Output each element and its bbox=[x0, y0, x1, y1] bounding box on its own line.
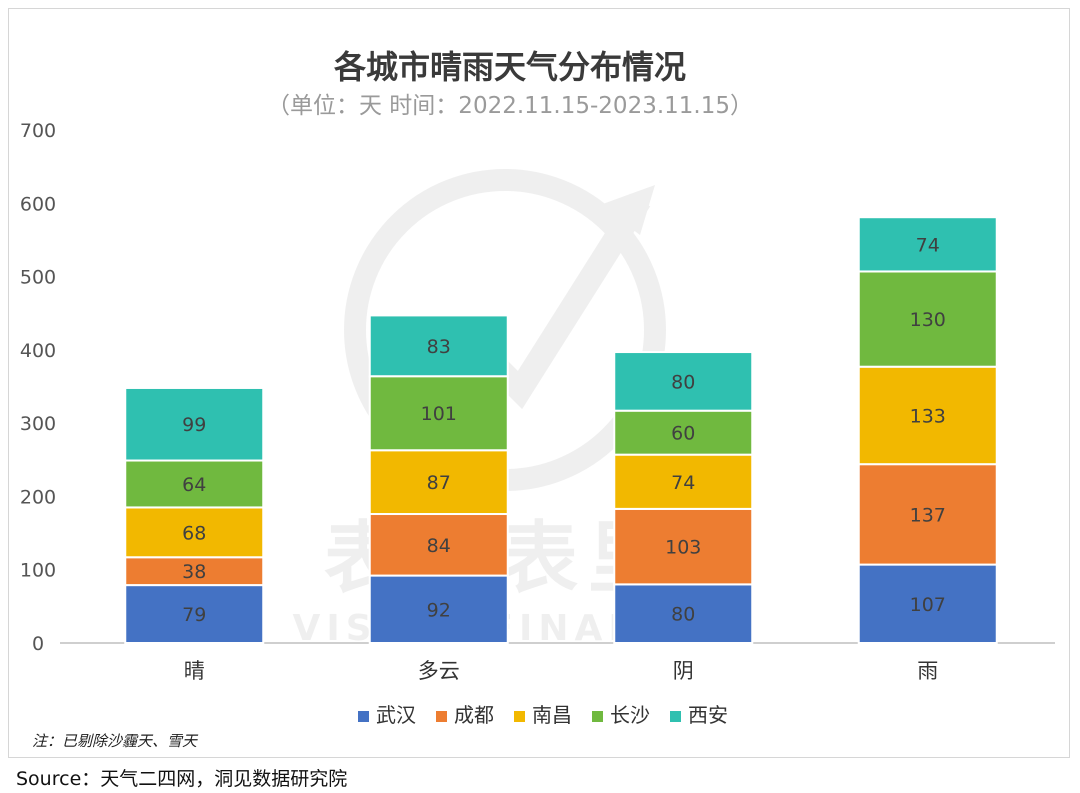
bar-segment bbox=[368, 574, 509, 645]
bar-segment bbox=[124, 386, 265, 462]
y-tick-label: 300 bbox=[20, 413, 56, 435]
x-tick-label: 阴 bbox=[673, 659, 694, 683]
y-tick-label: 0 bbox=[32, 633, 44, 655]
footnote: 注：已剔除沙霾天、雪天 bbox=[32, 732, 198, 750]
bar-data-label: 99 bbox=[182, 414, 206, 436]
source-line: Source：天气二四网，洞见数据研究院 bbox=[16, 768, 348, 790]
chart-frame bbox=[8, 8, 1070, 758]
bar-data-label: 87 bbox=[427, 472, 451, 494]
legend-swatch bbox=[514, 711, 525, 722]
bar-data-label: 103 bbox=[665, 537, 701, 559]
legend-swatch bbox=[436, 711, 447, 722]
y-tick-label: 400 bbox=[20, 340, 56, 362]
legend-label: 西安 bbox=[688, 703, 728, 727]
bar-data-label: 84 bbox=[427, 535, 451, 557]
bar-segment bbox=[124, 506, 265, 559]
chart-title: 各城市晴雨天气分布情况 bbox=[334, 48, 686, 86]
bar-segment bbox=[857, 463, 998, 566]
bar-data-label: 83 bbox=[427, 336, 451, 358]
bar-segment bbox=[124, 584, 265, 645]
x-tick-label: 雨 bbox=[917, 659, 938, 683]
chart-subtitle: （单位：天 时间：2022.11.15-2023.11.15） bbox=[267, 93, 753, 119]
bar-data-label: 79 bbox=[182, 604, 206, 626]
bar-data-label: 74 bbox=[671, 472, 695, 494]
bar-data-label: 130 bbox=[910, 309, 946, 331]
bar-data-label: 38 bbox=[182, 561, 206, 583]
bar-data-label: 107 bbox=[910, 594, 946, 616]
y-tick-label: 200 bbox=[20, 486, 56, 508]
y-tick-label: 600 bbox=[20, 193, 56, 215]
bar-data-label: 101 bbox=[421, 403, 457, 425]
bar-data-label: 92 bbox=[427, 599, 451, 621]
y-tick-label: 500 bbox=[20, 267, 56, 289]
y-tick-label: 700 bbox=[20, 120, 56, 142]
y-axis: 0 100 200 300 400 500 600 700 bbox=[20, 120, 56, 655]
bar-data-label: 137 bbox=[910, 504, 946, 526]
bar-segment bbox=[368, 314, 509, 378]
legend-label: 长沙 bbox=[610, 703, 650, 727]
bar-data-label: 80 bbox=[671, 604, 695, 626]
bar-segment bbox=[857, 563, 998, 644]
bar-segment bbox=[613, 583, 754, 644]
bar-data-label: 64 bbox=[182, 474, 206, 496]
bar-segment bbox=[368, 513, 509, 577]
bars: 79 38 68 64 99 92 84 87 101 83 80 103 74 60 80 107 137 13… bbox=[124, 216, 998, 645]
bar-segment bbox=[857, 365, 998, 466]
bar-segment bbox=[613, 351, 754, 412]
legend-swatch bbox=[592, 711, 603, 722]
legend-swatch bbox=[670, 711, 681, 722]
x-axis-labels: 晴 多云 阴 雨 bbox=[184, 659, 939, 683]
legend-swatch bbox=[358, 711, 369, 722]
legend-label: 成都 bbox=[454, 703, 494, 727]
legend-label: 武汉 bbox=[376, 703, 416, 727]
bar-segment bbox=[857, 216, 998, 273]
bar-segment bbox=[613, 507, 754, 586]
bar-segment bbox=[368, 375, 509, 452]
bar-data-label: 68 bbox=[182, 522, 206, 544]
x-tick-label: 晴 bbox=[184, 659, 205, 683]
x-tick-label: 多云 bbox=[418, 659, 460, 683]
legend: 武汉 成都 南昌 长沙 西安 bbox=[358, 703, 728, 727]
watermark-arrow-head bbox=[600, 185, 655, 235]
bar-data-label: 133 bbox=[910, 405, 946, 427]
y-tick-label: 100 bbox=[20, 560, 56, 582]
legend-label: 南昌 bbox=[532, 703, 572, 727]
bar-data-label: 60 bbox=[671, 423, 695, 445]
bar-data-label: 80 bbox=[671, 371, 695, 393]
bar-data-label: 74 bbox=[916, 234, 940, 256]
